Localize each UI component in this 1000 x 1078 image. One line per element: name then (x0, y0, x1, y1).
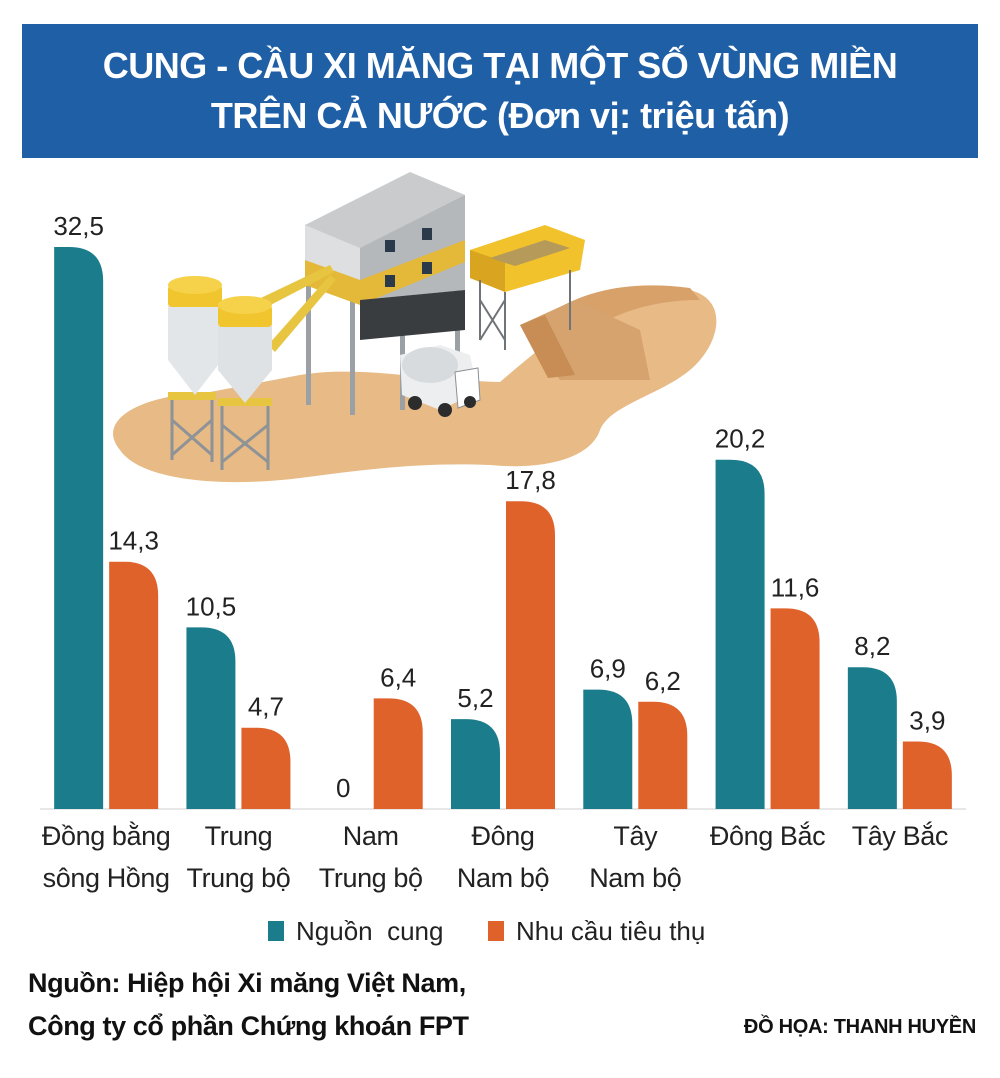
data-label-series-2-2: 4,7 (248, 692, 284, 722)
category-label-5-line-2: Nam bộ (589, 863, 681, 893)
data-label-series-2-6: 11,6 (771, 572, 820, 602)
data-label-series-1-1: 32,5 (53, 211, 104, 241)
legend-swatch-2 (488, 921, 504, 941)
bar-series-2-4 (506, 501, 555, 809)
bar-series-2-3 (373, 698, 423, 809)
legend-label-2: Nhu cầu tiêu thụ (516, 916, 705, 946)
chart-title-line-2: TRÊN CẢ NƯỚC (Đơn vị: triệu tấn) (210, 95, 790, 136)
source-note: Nguồn: Hiệp hội Xi măng Việt Nam, Công t… (28, 962, 469, 1048)
bar-series-2-7 (902, 741, 952, 809)
chart-title-line-1: CUNG - CẦU XI MĂNG TẠI MỘT SỐ VÙNG MIỀN (102, 45, 898, 86)
data-label-series-1-2: 10,5 (186, 591, 237, 621)
data-label-series-1-7: 8,2 (854, 631, 890, 661)
category-label-5-line-1: Tây (613, 821, 658, 851)
category-label-1-line-2: sông Hồng (43, 863, 170, 893)
bar-series-2-6 (770, 608, 820, 809)
source-line-1: Nguồn: Hiệp hội Xi măng Việt Nam, (28, 968, 466, 998)
legend-swatch-1 (268, 921, 284, 941)
data-label-series-2-5: 6,2 (645, 666, 681, 696)
bar-series-2-1 (109, 561, 159, 809)
cement-plant-illustration-icon (113, 172, 717, 483)
data-label-series-2-4: 17,8 (505, 465, 556, 495)
data-label-series-2-1: 14,3 (108, 526, 159, 556)
bar-series-2-2 (241, 727, 291, 809)
bar-series-1-5 (583, 689, 633, 809)
graphic-credit: ĐỒ HỌA: THANH HUYỀN (743, 1016, 976, 1038)
data-label-series-1-3: 0 (336, 773, 350, 803)
data-label-series-2-3: 6,4 (380, 662, 416, 692)
category-label-6-line-1: Đông Bắc (710, 820, 825, 851)
category-label-1-line-1: Đồng bằng (42, 820, 171, 851)
bar-series-1-6 (715, 459, 765, 809)
category-label-3-line-1: Nam (343, 821, 399, 851)
data-label-series-1-4: 5,2 (457, 683, 493, 713)
category-label-4-line-1: Đông (472, 821, 535, 851)
data-label-series-1-6: 20,2 (715, 424, 766, 454)
source-line-2: Công ty cổ phần Chứng khoán FPT (28, 1011, 469, 1041)
bar-series-1-4 (451, 719, 500, 809)
category-label-2-line-2: Trung bộ (186, 863, 290, 893)
title-banner: CUNG - CẦU XI MĂNG TẠI MỘT SỐ VÙNG MIỀN … (22, 24, 978, 158)
category-label-2-line-1: Trung (205, 821, 273, 851)
category-label-7-line-1: Tây Bắc (852, 820, 948, 851)
data-label-series-2-7: 3,9 (909, 706, 945, 736)
bar-series-1-1 (54, 247, 104, 809)
category-label-3-line-2: Trung bộ (319, 863, 423, 893)
legend-label-1: Nguồn cung (296, 916, 443, 946)
data-label-series-1-5: 6,9 (590, 654, 626, 684)
category-label-4-line-2: Nam bộ (457, 863, 549, 893)
bar-series-2-5 (638, 701, 688, 809)
bar-series-1-2 (186, 627, 236, 809)
bar-series-1-7 (847, 667, 897, 809)
